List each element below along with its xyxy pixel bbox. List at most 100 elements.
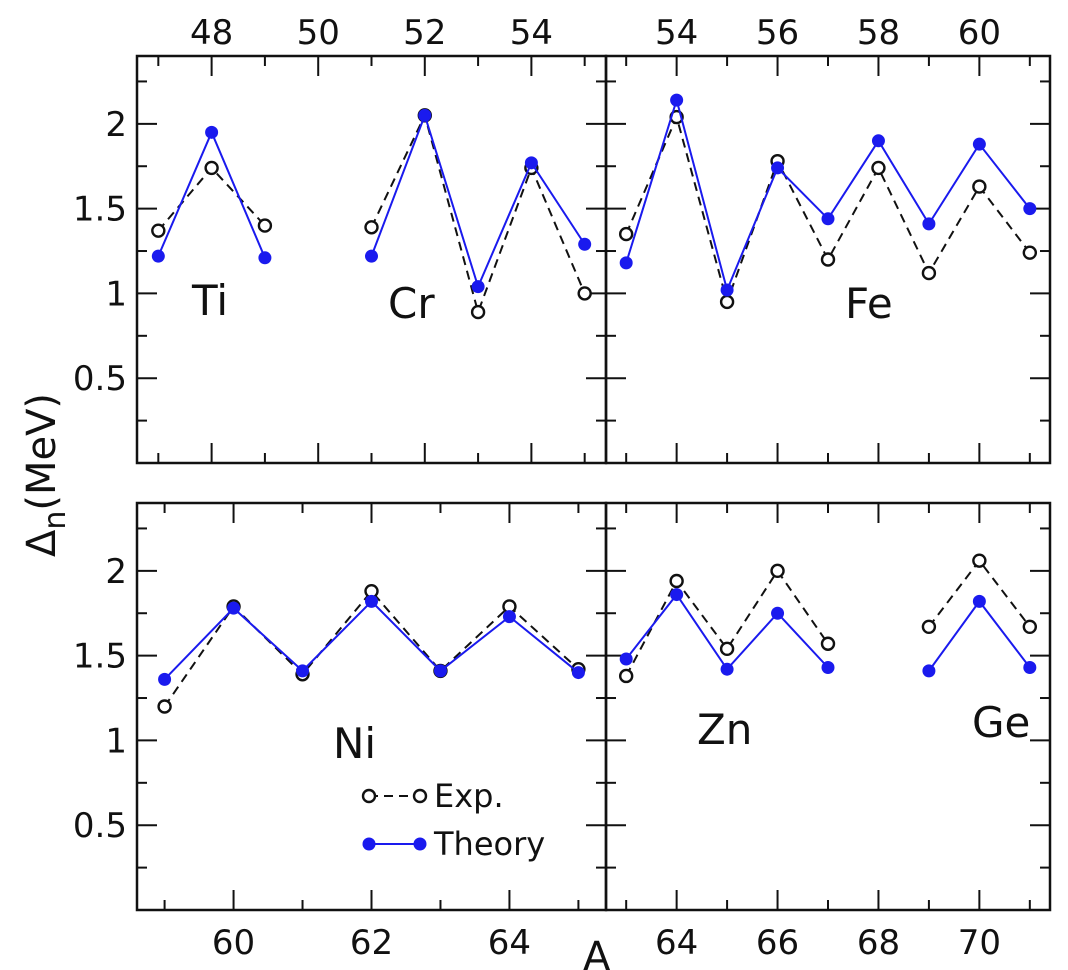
fe-theory-point <box>922 217 936 231</box>
zn-theory-point <box>720 662 734 676</box>
zn-exp-point <box>669 573 684 589</box>
y-tick-label: 1.5 <box>73 637 127 677</box>
element-label-ti: Ti <box>191 276 228 325</box>
fe-exp-point <box>972 179 987 194</box>
zn-theory-point <box>821 660 835 674</box>
fe-theory-point <box>771 161 785 175</box>
y-tick-label: 1.5 <box>73 190 127 230</box>
cr-exp-line <box>370 112 586 316</box>
element-label-ni: Ni <box>333 719 376 768</box>
x-tick-label: 58 <box>857 13 900 53</box>
tick-labels: 0.5 1 1.5 2 0.5 1 1.5 2 48 50 52 54 54 56 58 60 60 62 64 64… <box>73 13 1001 963</box>
element-label-cr: Cr <box>388 279 435 328</box>
ti-theory-line <box>157 129 266 259</box>
zn-theory-point <box>670 588 684 602</box>
ti-theory-point <box>151 249 165 263</box>
zn-theory-line <box>625 592 829 671</box>
ti-theory-point <box>258 251 272 265</box>
x-tick-label: 60 <box>958 13 1001 53</box>
legend-theory-marker-left <box>362 837 376 851</box>
cr-theory-point <box>471 280 485 294</box>
x-tick-label: 56 <box>756 13 799 53</box>
fe-exp-point <box>618 226 634 242</box>
y-tick-label: 0.5 <box>73 359 127 399</box>
zn-exp-line <box>625 569 829 677</box>
zn-theory-point <box>619 652 633 666</box>
legend-theory-label: Theory <box>433 825 545 863</box>
y-axis-title-unit: (MeV) <box>19 393 65 511</box>
cr-theory-line <box>370 112 586 290</box>
cr-theory-point <box>365 249 378 263</box>
cr-exp-point <box>470 304 486 320</box>
fe-exp-point <box>719 294 735 310</box>
legend-exp-marker-right <box>412 788 428 804</box>
fe-exp-point <box>921 265 937 281</box>
fe-theory-point <box>619 256 633 270</box>
y-tick-label: 2 <box>105 105 127 145</box>
ni-exp-point <box>157 699 172 714</box>
legend-exp-marker-left <box>361 788 377 804</box>
fe-exp-point <box>1022 245 1038 260</box>
x-tick-label: 52 <box>403 13 446 53</box>
ge-theory-point <box>1023 660 1037 674</box>
fe-exp-line <box>625 114 1031 306</box>
y-axis-title: Δn(MeV) <box>19 393 73 557</box>
ni-theory-line <box>163 599 580 681</box>
element-label-ge: Ge <box>972 698 1030 747</box>
ge-exp-point <box>921 619 937 634</box>
y-tick-label: 1 <box>105 721 127 761</box>
x-tick-label: 62 <box>350 923 393 963</box>
legend: Exp. Theory <box>361 777 545 863</box>
y-tick-label: 0.5 <box>73 806 127 846</box>
x-tick-label: 60 <box>212 923 255 963</box>
y-tick-label: 1 <box>105 274 127 314</box>
fe-theory-point <box>670 93 684 107</box>
ni-theory-point <box>502 610 516 624</box>
ti-exp-point <box>151 223 166 238</box>
element-label-fe: Fe <box>845 279 893 328</box>
x-tick-label: 48 <box>190 13 233 53</box>
cr-theory-point <box>418 108 432 122</box>
x-tick-label: 54 <box>510 13 553 53</box>
fe-theory-point <box>871 134 885 148</box>
ni-theory-point <box>433 664 447 678</box>
cr-theory-point <box>524 156 538 170</box>
zn-exp-point <box>618 668 634 684</box>
ge-theory-point <box>972 594 986 608</box>
fe-exp-point <box>820 252 836 267</box>
ni-theory-point <box>158 672 172 686</box>
x-tick-label: 54 <box>655 13 698 53</box>
fe-theory-point <box>1023 202 1037 216</box>
cr-exp-point <box>364 220 379 235</box>
x-tick-label: 64 <box>488 923 531 963</box>
data-series <box>151 93 1038 714</box>
legend-theory-marker-right <box>413 837 427 851</box>
ge-theory-point <box>922 664 936 678</box>
ti-theory-point <box>205 125 219 139</box>
ti-exp-point <box>257 218 273 233</box>
zn-exp-point <box>770 563 785 579</box>
fe-theory-point <box>821 212 835 226</box>
fe-exp-point <box>871 160 886 176</box>
axis-ticks <box>137 56 1050 910</box>
ni-theory-point <box>227 601 241 615</box>
x-tick-label: 70 <box>958 923 1001 963</box>
element-label-zn: Zn <box>697 705 752 754</box>
x-tick-label: 68 <box>857 923 900 963</box>
panel-frames <box>135 54 1052 912</box>
zn-theory-point <box>771 606 785 620</box>
ni-theory-point <box>365 594 378 608</box>
y-axis-title-main: Δ <box>19 529 65 557</box>
ni-theory-point <box>571 666 585 680</box>
ti-exp-point <box>204 160 219 176</box>
cr-theory-point <box>578 237 592 251</box>
ge-exp-line <box>928 559 1031 628</box>
zn-exp-point <box>719 641 735 657</box>
ge-exp-point <box>972 553 987 568</box>
y-tick-label: 2 <box>105 552 127 592</box>
x-axis-title: A <box>583 934 611 970</box>
legend-exp-label: Exp. <box>434 777 504 815</box>
ni-theory-point <box>296 664 310 678</box>
cr-exp-point <box>577 286 592 301</box>
